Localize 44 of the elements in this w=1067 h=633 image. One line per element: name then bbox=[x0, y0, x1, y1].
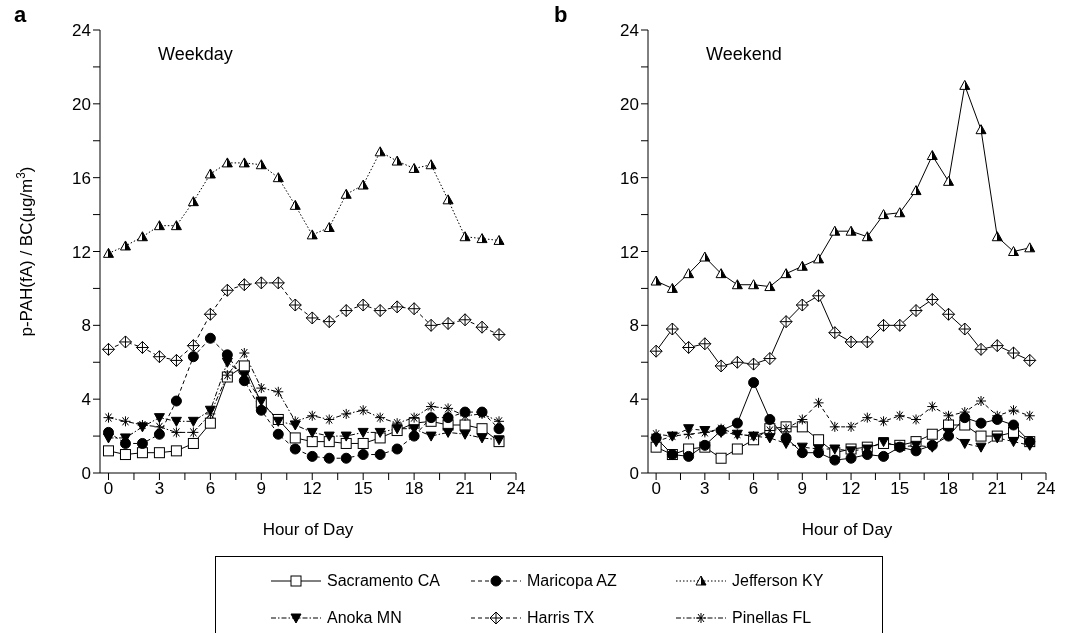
y-tick-label: 20 bbox=[72, 94, 91, 114]
legend-label: Harris TX bbox=[527, 608, 595, 627]
x-axis-title: Hour of Day bbox=[801, 520, 893, 539]
x-tick-label: 18 bbox=[939, 479, 958, 499]
y-tick-label: 16 bbox=[620, 168, 639, 188]
x-tick-label: 18 bbox=[404, 479, 424, 499]
y-tick-label: 8 bbox=[629, 316, 639, 336]
y-tick-label: 4 bbox=[81, 390, 91, 410]
x-tick-label: 15 bbox=[890, 479, 910, 499]
x-tick-label: 6 bbox=[748, 479, 759, 499]
x-tick-label: 9 bbox=[797, 479, 808, 499]
x-tick-label: 12 bbox=[302, 479, 322, 499]
text: a bbox=[14, 2, 27, 28]
x-tick-label: 21 bbox=[987, 479, 1007, 499]
y-tick-label: 4 bbox=[629, 390, 639, 410]
text: Weekend bbox=[706, 44, 782, 65]
y-tick-label: 0 bbox=[629, 464, 639, 484]
text: b bbox=[554, 2, 568, 28]
x-tick-label: 6 bbox=[205, 479, 216, 499]
x-tick-label: 15 bbox=[353, 479, 373, 499]
y-tick-label: 20 bbox=[620, 94, 639, 114]
x-tick-label: 3 bbox=[700, 479, 710, 499]
x-tick-label: 0 bbox=[103, 479, 114, 499]
x-tick-label: 0 bbox=[651, 479, 661, 499]
x-tick-label: 12 bbox=[841, 479, 861, 499]
x-tick-label: 9 bbox=[256, 479, 267, 499]
x-tick-label: 3 bbox=[154, 479, 165, 499]
legend-label: Pinellas FL bbox=[732, 608, 812, 627]
x-axis-title: Hour of Day bbox=[262, 520, 354, 539]
x-tick-label: 24 bbox=[506, 479, 526, 499]
y-tick-label: 12 bbox=[620, 242, 639, 262]
y-tick-label: 16 bbox=[72, 168, 91, 188]
x-tick-label: 21 bbox=[455, 479, 475, 499]
y-tick-label: 24 bbox=[72, 21, 91, 41]
legend-label: Maricopa AZ bbox=[527, 571, 617, 590]
legend-label: Sacramento CA bbox=[327, 571, 440, 590]
y-tick-label: 12 bbox=[72, 242, 91, 262]
legend-label: Jefferson KY bbox=[732, 571, 824, 590]
text: Weekday bbox=[158, 44, 233, 65]
y-tick-label: 8 bbox=[81, 316, 91, 336]
legend-label: Anoka MN bbox=[327, 608, 402, 627]
y-tick-label: 0 bbox=[81, 464, 91, 484]
x-tick-label: 24 bbox=[1036, 479, 1056, 499]
y-tick-label: 24 bbox=[620, 21, 639, 41]
